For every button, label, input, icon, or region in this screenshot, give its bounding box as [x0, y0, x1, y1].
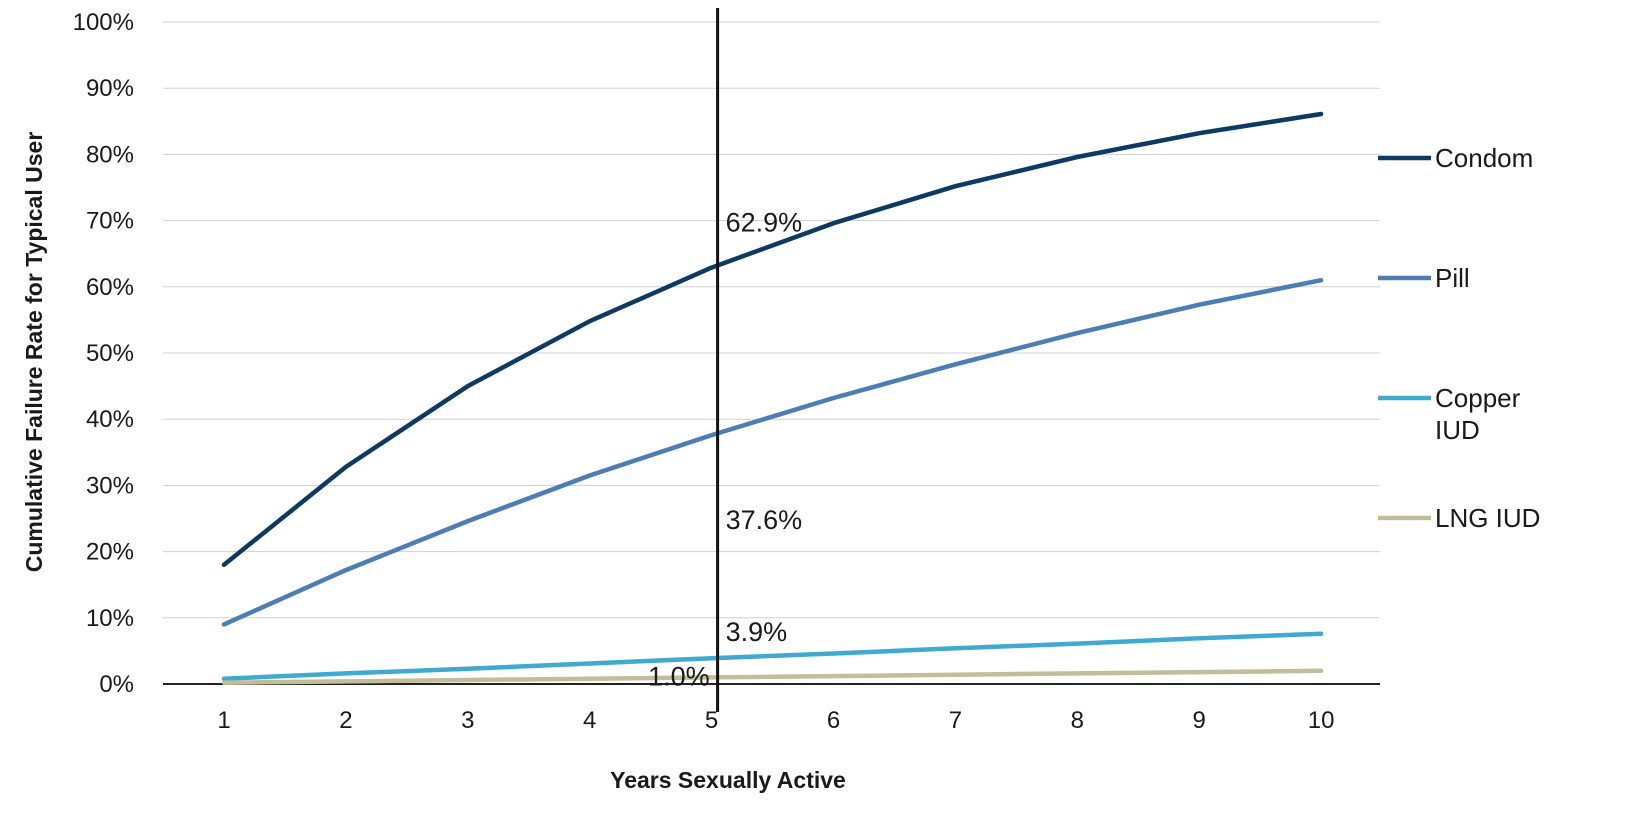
series-line-pill: [221, 277, 1324, 627]
y-tick-label: 30%: [86, 472, 134, 499]
legend-label: LNG IUD: [1435, 503, 1540, 533]
x-tick-label: 9: [1193, 707, 1206, 734]
x-tick-label: 7: [949, 707, 962, 734]
x-tick-label: 3: [461, 707, 474, 734]
x-tick-label: 1: [217, 707, 230, 734]
y-tick-label: 40%: [86, 406, 134, 433]
annotation-condom: 62.9%: [726, 208, 803, 238]
x-tick-label: 10: [1308, 707, 1335, 734]
y-axis-title: Cumulative Failure Rate for Typical User: [21, 132, 47, 573]
y-tick-label: 50%: [86, 340, 134, 367]
tick-layer: 0% 10% 20% 30% 40% 50% 60% 70% 80% 90% 100% 1 2 3 4 5 6 7…: [73, 9, 1335, 734]
legend-label: Condom: [1435, 143, 1533, 173]
annotation-lng-iud: 1.0%: [648, 661, 710, 691]
x-tick-label: 2: [339, 707, 352, 734]
grid-layer: [163, 21, 1380, 685]
y-tick-label: 10%: [86, 605, 134, 632]
legend-item-lng-iud: LNG IUD: [1378, 503, 1540, 533]
y-tick-label: 0%: [99, 671, 134, 698]
y-tick-label: 90%: [86, 75, 134, 102]
series-layer: [221, 111, 1324, 685]
series-line-condom: [221, 111, 1324, 568]
legend-label: Copper: [1435, 383, 1521, 413]
x-tick-label: 4: [583, 707, 596, 734]
y-tick-label: 100%: [73, 9, 134, 36]
series-line-copper-iud: [221, 631, 1324, 681]
x-tick-label: 8: [1071, 707, 1084, 734]
annotation-layer: 62.9% 37.6% 3.9% 1.0%: [648, 208, 802, 692]
y-tick-label: 70%: [86, 208, 134, 235]
x-tick-label: 6: [827, 707, 840, 734]
legend-item-pill: Pill: [1378, 263, 1470, 293]
y-tick-label: 60%: [86, 274, 134, 301]
y-tick-label: 80%: [86, 141, 134, 168]
annotation-copper-iud: 3.9%: [726, 617, 788, 647]
y-tick-label: 20%: [86, 539, 134, 566]
annotation-pill: 37.6%: [726, 505, 803, 535]
legend-label: IUD: [1435, 415, 1480, 445]
x-axis-title: Years Sexually Active: [610, 767, 846, 793]
series-line-lng-iud: [221, 668, 1324, 685]
x-tick-label: 5: [705, 707, 718, 734]
legend-item-condom: Condom: [1378, 143, 1533, 173]
legend-label: Pill: [1435, 263, 1470, 293]
